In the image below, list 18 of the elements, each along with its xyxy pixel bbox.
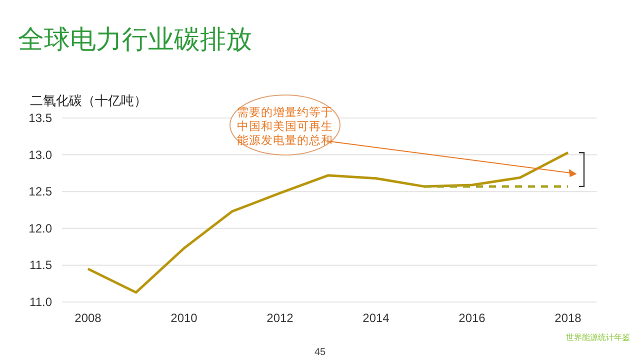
y-tick-label: 13.0 (28, 148, 52, 162)
text: 45 (314, 347, 326, 358)
annotation: 需要的增量约等于中国和美国可再生能源发电量的总和 (237, 106, 333, 147)
line-series (86, 151, 570, 294)
x-tick-label: 2010 (170, 311, 198, 325)
x-tick-label: 2008 (74, 311, 102, 325)
y-tick-label: 13.5 (28, 111, 52, 125)
y-tick-label: 11.5 (30, 258, 52, 272)
y-tick-label: 12.0 (28, 221, 52, 236)
chart-title: 全球电力行业碳排放 (18, 24, 252, 54)
y-axis-title: 二氧化碳（十亿吨） (30, 93, 147, 108)
x-tick-label: 2016 (458, 311, 486, 325)
y-tick-label: 11.0 (30, 295, 52, 309)
y-tick-label: 12.5 (28, 184, 52, 199)
x-tick-label: 2018 (554, 311, 582, 325)
x-tick-label: 2014 (362, 311, 390, 325)
text: 世界能源统计年鉴 (566, 333, 630, 342)
x-tick-label: 2012 (266, 311, 294, 325)
